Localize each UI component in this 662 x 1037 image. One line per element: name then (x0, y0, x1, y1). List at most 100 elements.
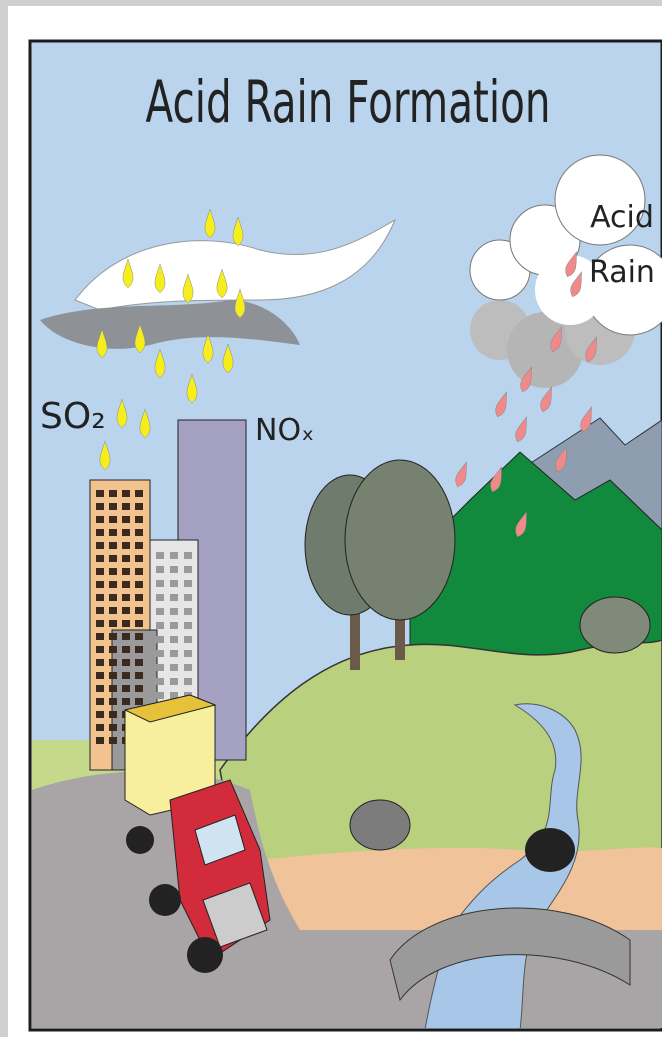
window (109, 724, 117, 731)
window (109, 516, 117, 523)
window (96, 724, 104, 731)
window (122, 594, 130, 601)
window (135, 581, 143, 588)
window (96, 529, 104, 536)
window (156, 664, 164, 671)
window (184, 636, 192, 643)
window (109, 698, 117, 705)
window (96, 659, 104, 666)
window (96, 516, 104, 523)
window (135, 503, 143, 510)
window (156, 594, 164, 601)
window (109, 568, 117, 575)
window (122, 607, 130, 614)
window (156, 678, 164, 685)
window (96, 503, 104, 510)
window (135, 516, 143, 523)
window (96, 737, 104, 744)
window (122, 633, 130, 640)
window (156, 580, 164, 587)
window (135, 646, 143, 653)
window (96, 490, 104, 497)
window (109, 685, 117, 692)
window (109, 607, 117, 614)
window (96, 581, 104, 588)
window (96, 698, 104, 705)
window (170, 678, 178, 685)
window (135, 490, 143, 497)
so2-label: SO₂ (40, 396, 106, 437)
window (184, 664, 192, 671)
window (109, 503, 117, 510)
window (135, 659, 143, 666)
window (96, 685, 104, 692)
window (109, 737, 117, 744)
wheel (126, 826, 154, 854)
window (135, 633, 143, 640)
tree-crown (580, 597, 650, 653)
tree-crown (345, 460, 455, 620)
window (170, 566, 178, 573)
window (184, 608, 192, 615)
window (122, 685, 130, 692)
window (184, 594, 192, 601)
window (170, 664, 178, 671)
window (109, 646, 117, 653)
page: Acid Rain Formation {"title": "Acid Rain… (0, 0, 662, 1037)
window (109, 542, 117, 549)
window (109, 490, 117, 497)
nox-label: NOₓ (255, 413, 314, 448)
window (96, 646, 104, 653)
window (122, 503, 130, 510)
window (96, 594, 104, 601)
window (156, 552, 164, 559)
window (122, 659, 130, 666)
window (135, 529, 143, 536)
window (170, 636, 178, 643)
window (135, 594, 143, 601)
window (109, 529, 117, 536)
window (156, 566, 164, 573)
illustration: Acid Rain Formation SO₂ NOₓ Acid Rain (0, 0, 662, 1037)
window (109, 555, 117, 562)
window (122, 620, 130, 627)
window (170, 608, 178, 615)
culvert (525, 828, 575, 872)
window (156, 650, 164, 657)
acid-rain-label: Rain (589, 255, 655, 290)
window (135, 685, 143, 692)
window (96, 633, 104, 640)
window (170, 594, 178, 601)
window (135, 568, 143, 575)
window (170, 650, 178, 657)
window (96, 620, 104, 627)
window (184, 580, 192, 587)
window (109, 620, 117, 627)
window (109, 633, 117, 640)
window (156, 608, 164, 615)
window (170, 622, 178, 629)
window (170, 580, 178, 587)
window (156, 622, 164, 629)
window (122, 555, 130, 562)
window (135, 542, 143, 549)
body: Acid Rain Formation SO₂ NOₓ Acid Rain ((… (0, 0, 662, 1037)
window (135, 607, 143, 614)
window (184, 622, 192, 629)
bush (350, 800, 410, 850)
window (122, 490, 130, 497)
acid-rain-label: Acid (590, 200, 654, 235)
window (96, 607, 104, 614)
window (96, 672, 104, 679)
window (109, 594, 117, 601)
window (135, 555, 143, 562)
window (109, 581, 117, 588)
window (109, 711, 117, 718)
wheel (187, 937, 223, 973)
title: Acid Rain Formation (146, 68, 551, 136)
window (135, 698, 143, 705)
window (156, 692, 164, 699)
window (184, 678, 192, 685)
window (109, 672, 117, 679)
window (135, 620, 143, 627)
